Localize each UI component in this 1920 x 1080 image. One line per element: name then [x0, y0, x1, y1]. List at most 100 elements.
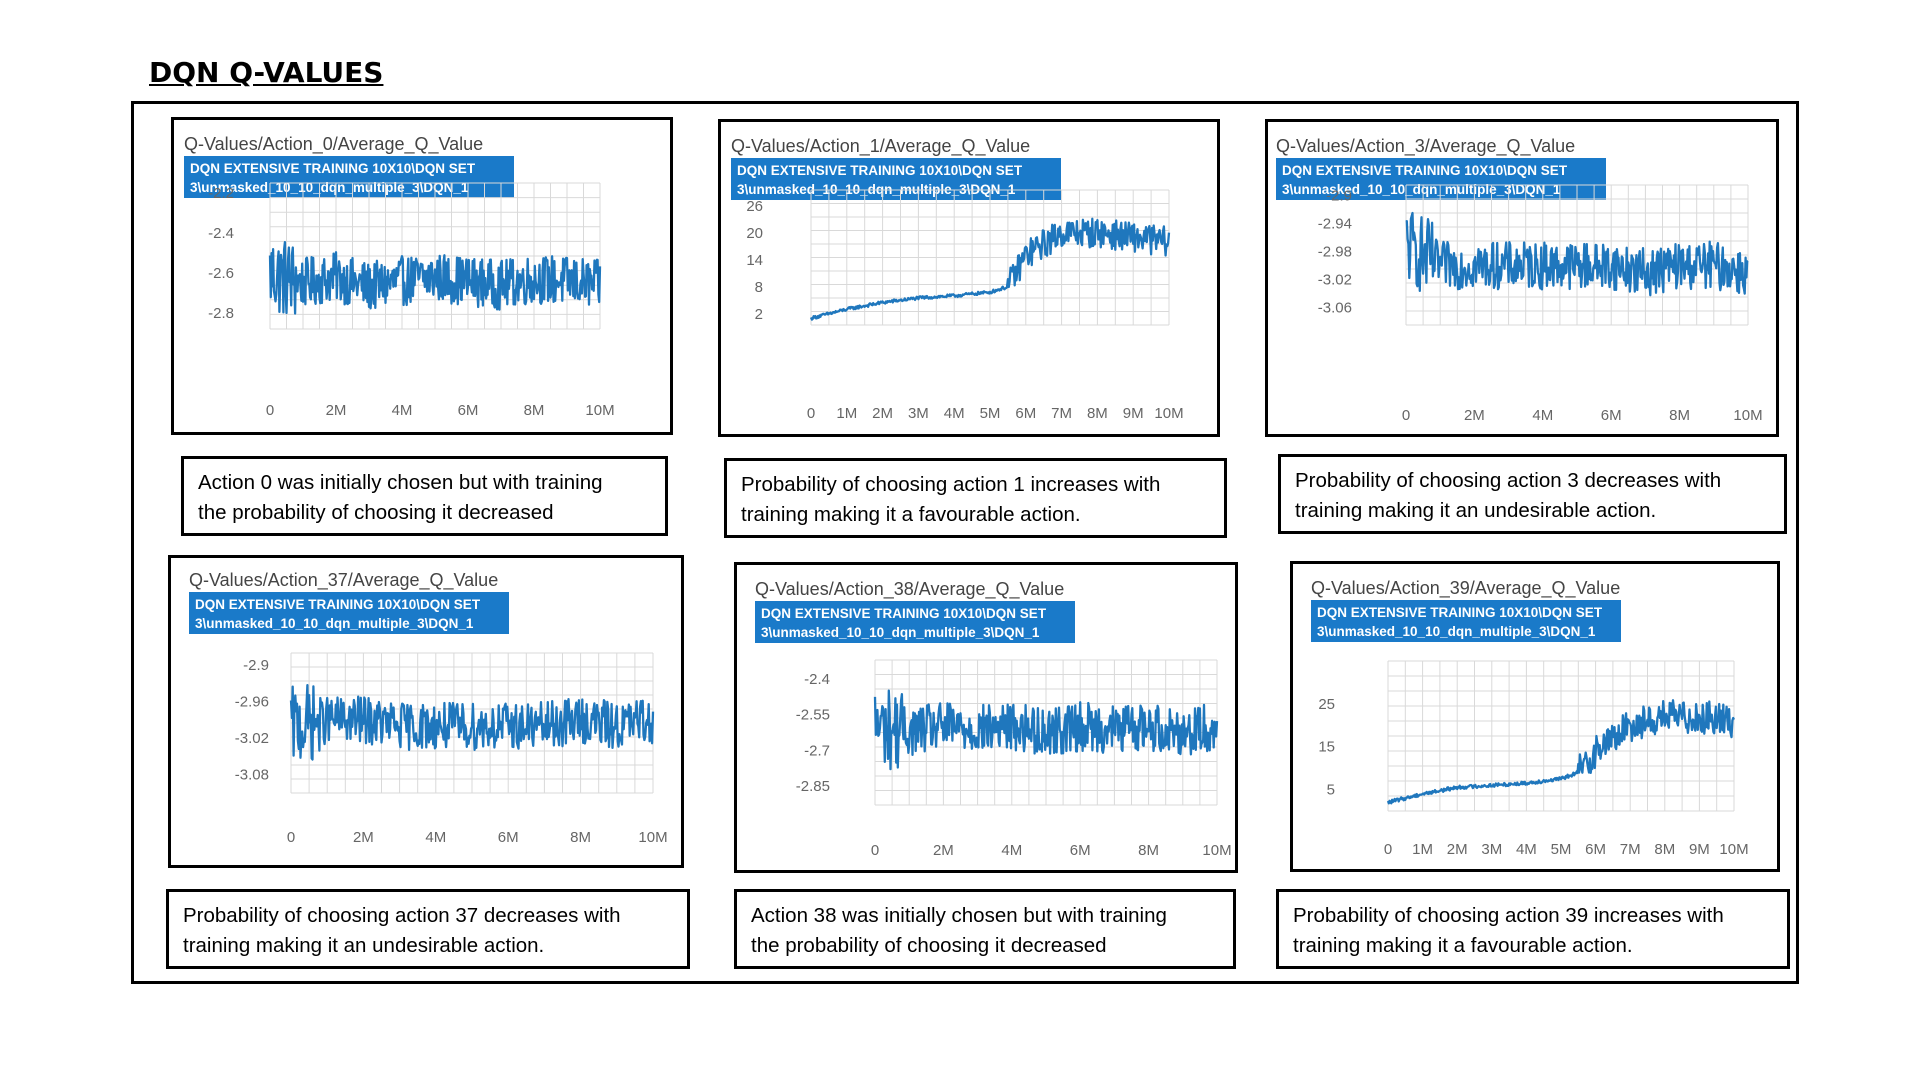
chart-title: Q-Values/Action_1/Average_Q_Value — [731, 136, 1030, 157]
x-tick-label: 6M — [1585, 841, 1606, 858]
y-tick-label: -2.94 — [1318, 216, 1352, 233]
x-tick-label: 5M — [1551, 841, 1572, 858]
y-tick-label: 20 — [746, 225, 763, 242]
y-tick-label: -2.55 — [796, 707, 830, 724]
x-tick-label: 4M — [392, 402, 413, 419]
y-tick-label: 25 — [1318, 696, 1335, 713]
x-tick-label: 8M — [570, 829, 591, 846]
run-label: DQN EXTENSIVE TRAINING 10X10\DQN SET3\un… — [189, 592, 509, 634]
run-label: DQN EXTENSIVE TRAINING 10X10\DQN SET 3\un… — [1311, 600, 1621, 642]
x-tick-label: 5M — [980, 405, 1001, 422]
caption-action-1: Probability of choosing action 1 increas… — [724, 458, 1227, 538]
x-tick-label: 3M — [1481, 841, 1502, 858]
run-label-line: 3\unmasked_10_10_dqn_multiple_3\DQN_1 — [1317, 624, 1596, 639]
x-tick-label: 6M — [498, 829, 519, 846]
y-tick-label: -3.08 — [235, 767, 269, 784]
chart-panel-action-0: Q-Values/Action_0/Average_Q_Value DQN EXT… — [171, 117, 673, 435]
x-tick-label: 0 — [807, 405, 815, 422]
x-tick-label: 6M — [1015, 405, 1036, 422]
x-tick-label: 4M — [1532, 407, 1553, 424]
run-label: DQN EXTENSIVE TRAINING 10X10\DQN SET3\un… — [731, 158, 1061, 200]
run-label-line: DQN EXTENSIVE TRAINING 10X10\DQN SET — [1282, 163, 1568, 178]
x-tick-label: 7M — [1620, 841, 1641, 858]
x-tick-label: 1M — [836, 405, 857, 422]
x-tick-label: 4M — [1516, 841, 1537, 858]
x-tick-label: 6M — [1601, 407, 1622, 424]
series-line — [873, 689, 1219, 771]
run-label-line: DQN EXTENSIVE TRAINING 10X10\DQN SET — [190, 161, 476, 176]
chart-title: Q-Values/Action_3/Average_Q_Value — [1276, 136, 1575, 157]
x-tick-label: 10M — [585, 402, 614, 419]
run-label-background — [731, 158, 1061, 200]
y-tick-label: -3.02 — [1318, 272, 1352, 289]
y-tick-label: -2.2 — [208, 185, 234, 202]
x-tick-label: 8M — [524, 402, 545, 419]
y-tick-label: -2.9 — [243, 657, 269, 674]
run-label-line: DQN EXTENSIVE TRAINING 10X10\DQN SET — [1317, 605, 1603, 620]
y-tick-label: -3.02 — [235, 730, 269, 747]
run-label: DQN EXTENSIVE TRAINING 10X10\DQN SET3\un… — [184, 156, 514, 198]
series-line — [289, 684, 655, 761]
x-tick-label: 2M — [933, 842, 954, 859]
x-tick-label: 7M — [1051, 405, 1072, 422]
y-tick-label: 14 — [746, 252, 763, 269]
run-label-background — [189, 592, 509, 634]
chart-title: Q-Values/Action_0/Average_Q_Value — [184, 134, 483, 155]
x-tick-label: 10M — [638, 829, 667, 846]
x-tick-label: 9M — [1689, 841, 1710, 858]
x-tick-label: 0 — [1384, 841, 1392, 858]
x-tick-label: 2M — [1447, 841, 1468, 858]
grid — [1387, 660, 1735, 812]
x-tick-label: 2M — [872, 405, 893, 422]
x-tick-label: 2M — [1464, 407, 1485, 424]
page-title: DQN Q-VALUES — [149, 56, 384, 89]
run-label-line: DQN EXTENSIVE TRAINING 10X10\DQN SET — [737, 163, 1023, 178]
y-tick-label: 8 — [755, 279, 763, 296]
caption-action-38: Action 38 was initially chosen but with … — [734, 889, 1236, 969]
y-tick-label: -2.98 — [1318, 244, 1352, 261]
chart-title: Q-Values/Action_37/Average_Q_Value — [189, 570, 498, 591]
x-tick-label: 10M — [1202, 842, 1231, 859]
y-tick-label: -2.9 — [1326, 188, 1352, 205]
y-tick-label: -2.4 — [208, 225, 234, 242]
chart-title: Q-Values/Action_38/Average_Q_Value — [755, 579, 1064, 600]
chart-panel-action-3: Q-Values/Action_3/Average_Q_Value DQN EXT… — [1265, 119, 1779, 437]
x-tick-label: 2M — [326, 402, 347, 419]
run-label-line: DQN EXTENSIVE TRAINING 10X10\DQN SET — [195, 597, 481, 612]
x-tick-label: 4M — [944, 405, 965, 422]
x-tick-label: 1M — [1412, 841, 1433, 858]
x-tick-label: 4M — [1001, 842, 1022, 859]
run-label-background — [184, 156, 514, 198]
chart-panel-action-1: Q-Values/Action_1/Average_Q_Value DQN EXT… — [718, 119, 1220, 437]
run-label-background — [1276, 158, 1606, 200]
y-tick-label: 15 — [1318, 739, 1335, 756]
y-tick-label: -3.06 — [1318, 300, 1352, 317]
x-tick-label: 10M — [1719, 841, 1748, 858]
x-tick-label: 6M — [458, 402, 479, 419]
chart-action-3: Q-Values/Action_3/Average_Q_Value DQN EXT… — [1276, 136, 1763, 424]
x-tick-label: 8M — [1087, 405, 1108, 422]
y-tick-label: 2 — [755, 306, 763, 323]
x-tick-label: 0 — [287, 829, 295, 846]
caption-action-39: Probability of choosing action 39 increa… — [1276, 889, 1790, 969]
caption-action-3: Probability of choosing action 3 decreas… — [1278, 454, 1787, 534]
x-tick-label: 2M — [353, 829, 374, 846]
run-label-line: DQN EXTENSIVE TRAINING 10X10\DQN SET — [761, 606, 1047, 621]
y-tick-label: -2.8 — [208, 305, 234, 322]
run-label: DQN EXTENSIVE TRAINING 10X10\DQN SET 3\un… — [755, 601, 1075, 643]
x-tick-label: 3M — [908, 405, 929, 422]
run-label-line: 3\unmasked_10_10_dqn_multiple_3\DQN_1 — [1282, 182, 1561, 197]
y-tick-label: -2.7 — [804, 742, 830, 759]
caption-action-0: Action 0 was initially chosen but with t… — [181, 456, 668, 536]
x-tick-label: 6M — [1070, 842, 1091, 859]
chart-panel-action-38: Q-Values/Action_38/Average_Q_Value DQN EX… — [734, 562, 1238, 873]
chart-panel-action-39: Q-Values/Action_39/Average_Q_Value DQN EX… — [1290, 561, 1780, 872]
x-tick-label: 0 — [1402, 407, 1410, 424]
run-label-line: 3\unmasked_10_10_dqn_multiple_3\DQN_1 — [761, 625, 1040, 640]
y-tick-label: -2.6 — [208, 265, 234, 282]
x-tick-label: 10M — [1733, 407, 1762, 424]
chart-panel-action-37: Q-Values/Action_37/Average_Q_Value DQN EX… — [168, 555, 684, 868]
